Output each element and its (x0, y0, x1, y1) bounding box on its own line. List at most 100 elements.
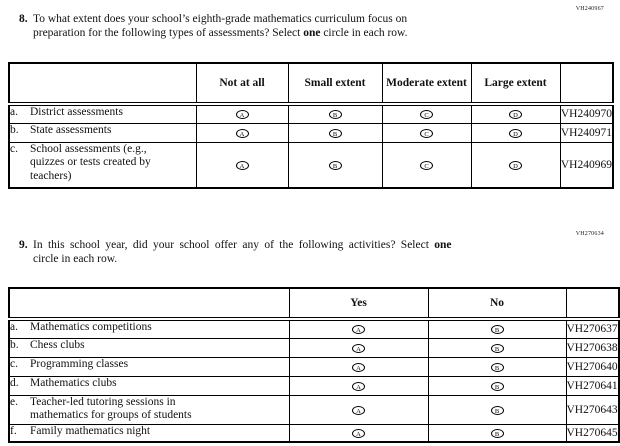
column-header-large-extent: Large extent (470, 62, 561, 106)
row-label: b. State assessments (8, 122, 197, 143)
row-label: d. Mathematics clubs (8, 375, 290, 396)
q8-answer-table: Not at all Small extent Moderate extent … (8, 62, 614, 189)
answer-cell: C (381, 103, 472, 124)
answer-circle-no[interactable]: B (490, 362, 504, 372)
row-label: f. Family mathematics night (8, 423, 290, 443)
answer-cell: B (287, 103, 383, 124)
answer-cell: B (427, 356, 567, 377)
answer-cell: C (381, 141, 472, 189)
row-code: VH240970 (559, 103, 614, 124)
answer-circle-yes[interactable]: A (352, 362, 365, 372)
answer-circle-a[interactable]: A (235, 110, 249, 120)
table-row-state-assessments: b. State assessments A B C D VH240971 (8, 122, 614, 143)
answer-circle-a[interactable]: A (235, 128, 249, 138)
table-row-school-assessments: c. School assessments (e.g., quizzes or t… (8, 141, 614, 189)
question-9: 9. In this school year, did your school … (19, 238, 452, 267)
column-header-small-extent: Small extent (287, 62, 383, 106)
table-row-chess-clubs: b. Chess clubs A B VH270638 (8, 337, 620, 358)
answer-circle-no[interactable]: B (490, 381, 504, 391)
answer-circle-no[interactable]: B (490, 428, 504, 438)
answer-circle-b[interactable]: B (328, 160, 342, 170)
answer-circle-c[interactable]: C (420, 110, 433, 120)
table-row-family-mathematics-night: f. Family mathematics night A B VH270645 (8, 423, 620, 443)
question-8-number: 8. (19, 13, 28, 25)
question-9-code: VH270634 (575, 231, 604, 237)
header-code-cell (565, 287, 620, 321)
q9-answer-table: Yes No a. Mathematics competitions A B VH… (8, 287, 620, 443)
question-9-line1: In this school year, did your school off… (33, 239, 452, 251)
answer-circle-no[interactable]: B (490, 325, 504, 335)
row-code: VH270645 (565, 423, 620, 443)
header-code-cell (559, 62, 614, 106)
answer-circle-d[interactable]: D (509, 110, 522, 120)
row-code: VH270637 (565, 318, 620, 339)
row-label: c. School assessments (e.g., quizzes or t… (8, 141, 197, 189)
answer-cell: B (427, 375, 567, 396)
table-row-programming-classes: c. Programming classes A B VH270640 (8, 356, 620, 377)
answer-cell: A (195, 122, 289, 143)
answer-cell: B (287, 122, 383, 143)
answer-circle-yes[interactable]: A (352, 405, 365, 415)
answer-circle-c[interactable]: C (420, 128, 433, 138)
answer-cell: A (195, 103, 289, 124)
question-8-line1: To what extent does your school’s eighth… (33, 13, 408, 25)
row-label: a. Mathematics competitions (8, 318, 290, 339)
question-9-line2: circle in each row. (33, 253, 118, 266)
header-blank-cell (8, 287, 290, 321)
column-header-not-at-all: Not at all (195, 62, 289, 106)
question-9-number: 9. (19, 239, 28, 251)
answer-cell: D (470, 141, 561, 189)
answer-cell: A (288, 356, 429, 377)
row-code: VH270643 (565, 394, 620, 425)
answer-circle-yes[interactable]: A (352, 381, 365, 391)
answer-cell: D (470, 122, 561, 143)
question-8-line2: preparation for the following types of a… (33, 27, 408, 40)
column-header-moderate-extent: Moderate extent (381, 62, 472, 106)
row-code: VH240969 (559, 141, 614, 189)
row-code: VH270641 (565, 375, 620, 396)
answer-circle-yes[interactable]: A (352, 428, 365, 438)
column-header-no: No (427, 287, 567, 321)
answer-circle-a[interactable]: A (235, 160, 249, 170)
header-blank-cell (8, 62, 197, 106)
answer-cell: B (427, 423, 567, 443)
answer-cell: B (427, 318, 567, 339)
question-8-code: VH240967 (575, 6, 604, 12)
q8-header-row: Not at all Small extent Moderate extent … (8, 62, 614, 106)
answer-cell: A (195, 141, 289, 189)
q9-header-row: Yes No (8, 287, 620, 321)
answer-circle-d[interactable]: D (509, 128, 522, 138)
answer-cell: A (288, 337, 429, 358)
answer-circle-b[interactable]: B (328, 110, 342, 120)
row-code: VH270638 (565, 337, 620, 358)
answer-circle-c[interactable]: C (420, 160, 433, 170)
answer-cell: B (427, 337, 567, 358)
answer-cell: A (288, 375, 429, 396)
answer-circle-b[interactable]: B (328, 128, 342, 138)
column-header-yes: Yes (288, 287, 429, 321)
row-label: c. Programming classes (8, 356, 290, 377)
table-row-district-assessments: a. District assessments A B C D VH240970 (8, 103, 614, 124)
row-label: b. Chess clubs (8, 337, 290, 358)
table-row-mathematics-clubs: d. Mathematics clubs A B VH270641 (8, 375, 620, 396)
answer-circle-no[interactable]: B (490, 405, 504, 415)
answer-cell: B (287, 141, 383, 189)
table-row-teacher-led-tutoring: e. Teacher-led tutoring sessions in mathe… (8, 394, 620, 425)
answer-circle-d[interactable]: D (509, 160, 522, 170)
answer-cell: A (288, 394, 429, 425)
question-8: 8. To what extent does your school’s eig… (19, 12, 408, 41)
answer-cell: A (288, 423, 429, 443)
answer-cell: A (288, 318, 429, 339)
question-8-text: To what extent does your school’s eighth… (33, 12, 408, 41)
row-code: VH270640 (565, 356, 620, 377)
answer-circle-yes[interactable]: A (352, 325, 365, 335)
question-9-text: In this school year, did your school off… (33, 238, 452, 267)
answer-circle-no[interactable]: B (490, 343, 504, 353)
answer-cell: D (470, 103, 561, 124)
row-code: VH240971 (559, 122, 614, 143)
row-label: e. Teacher-led tutoring sessions in mathe… (8, 394, 290, 425)
answer-cell: B (427, 394, 567, 425)
answer-circle-yes[interactable]: A (352, 343, 365, 353)
table-row-mathematics-competitions: a. Mathematics competitions A B VH270637 (8, 318, 620, 339)
